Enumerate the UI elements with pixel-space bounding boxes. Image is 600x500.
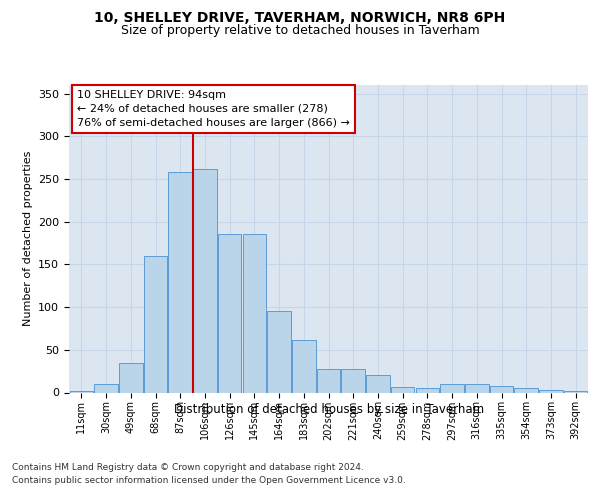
Bar	[514, 388, 538, 392]
Bar	[94, 384, 118, 392]
Bar	[317, 368, 340, 392]
Bar	[169, 172, 192, 392]
Text: Contains HM Land Registry data © Crown copyright and database right 2024.: Contains HM Land Registry data © Crown c…	[12, 464, 364, 472]
Bar	[490, 386, 513, 392]
Text: Distribution of detached houses by size in Taverham: Distribution of detached houses by size …	[174, 402, 484, 415]
Bar	[539, 390, 563, 392]
Bar	[218, 234, 241, 392]
Bar	[416, 388, 439, 392]
Bar	[564, 391, 587, 392]
Bar	[193, 168, 217, 392]
Bar	[119, 362, 143, 392]
Y-axis label: Number of detached properties: Number of detached properties	[23, 151, 32, 326]
Bar	[242, 234, 266, 392]
Text: 10 SHELLEY DRIVE: 94sqm
← 24% of detached houses are smaller (278)
76% of semi-d: 10 SHELLEY DRIVE: 94sqm ← 24% of detache…	[77, 90, 350, 128]
Bar	[391, 386, 415, 392]
Bar	[366, 376, 389, 392]
Bar	[465, 384, 488, 392]
Bar	[70, 391, 93, 392]
Bar	[341, 370, 365, 392]
Text: Size of property relative to detached houses in Taverham: Size of property relative to detached ho…	[121, 24, 479, 37]
Text: Contains public sector information licensed under the Open Government Licence v3: Contains public sector information licen…	[12, 476, 406, 485]
Bar	[268, 312, 291, 392]
Bar	[144, 256, 167, 392]
Bar	[292, 340, 316, 392]
Text: 10, SHELLEY DRIVE, TAVERHAM, NORWICH, NR8 6PH: 10, SHELLEY DRIVE, TAVERHAM, NORWICH, NR…	[94, 11, 506, 25]
Bar	[440, 384, 464, 392]
